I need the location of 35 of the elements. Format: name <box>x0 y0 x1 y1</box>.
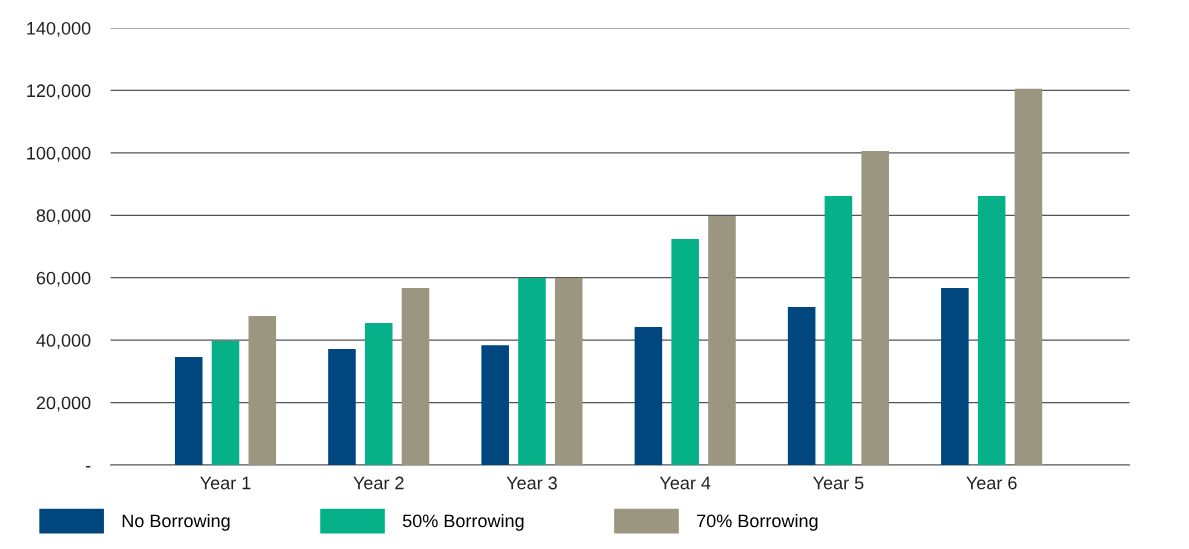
bar <box>401 288 430 465</box>
bar <box>518 278 546 465</box>
legend-label: 50% Borrowing <box>402 513 524 531</box>
bar <box>1014 88 1043 465</box>
y-tick-label: 100,000 <box>27 146 91 162</box>
bar <box>977 195 1006 465</box>
bar <box>634 327 663 465</box>
bar <box>671 239 699 465</box>
x-tick-label: Year 2 <box>353 476 404 490</box>
bar <box>861 150 889 465</box>
bar <box>364 322 393 465</box>
bar <box>554 278 583 465</box>
x-tick-label: Year 1 <box>200 476 251 490</box>
x-tick-label: Year 5 <box>813 476 864 490</box>
bar <box>328 348 356 465</box>
bar <box>248 316 277 465</box>
legend-label: No Borrowing <box>122 513 230 531</box>
bar <box>941 288 969 465</box>
y-tick-label: 140,000 <box>27 21 91 37</box>
y-tick-label: 40,000 <box>36 334 91 349</box>
legend-label: 70% Borrowing <box>697 513 818 531</box>
x-tick-label: Year 3 <box>506 476 557 490</box>
x-tick-label: Year 6 <box>966 476 1017 490</box>
bar <box>211 341 240 465</box>
x-tick-label: Year 4 <box>659 476 711 490</box>
bar <box>787 307 816 465</box>
y-tick-label: - <box>85 466 91 468</box>
bar <box>481 345 509 465</box>
y-tick-label: 80,000 <box>36 209 91 225</box>
y-tick-label: 60,000 <box>36 271 91 287</box>
y-tick-label: 20,000 <box>36 396 91 412</box>
bar <box>708 215 736 465</box>
bar <box>174 357 203 465</box>
bar <box>824 195 853 465</box>
y-tick-label: 120,000 <box>27 84 91 100</box>
